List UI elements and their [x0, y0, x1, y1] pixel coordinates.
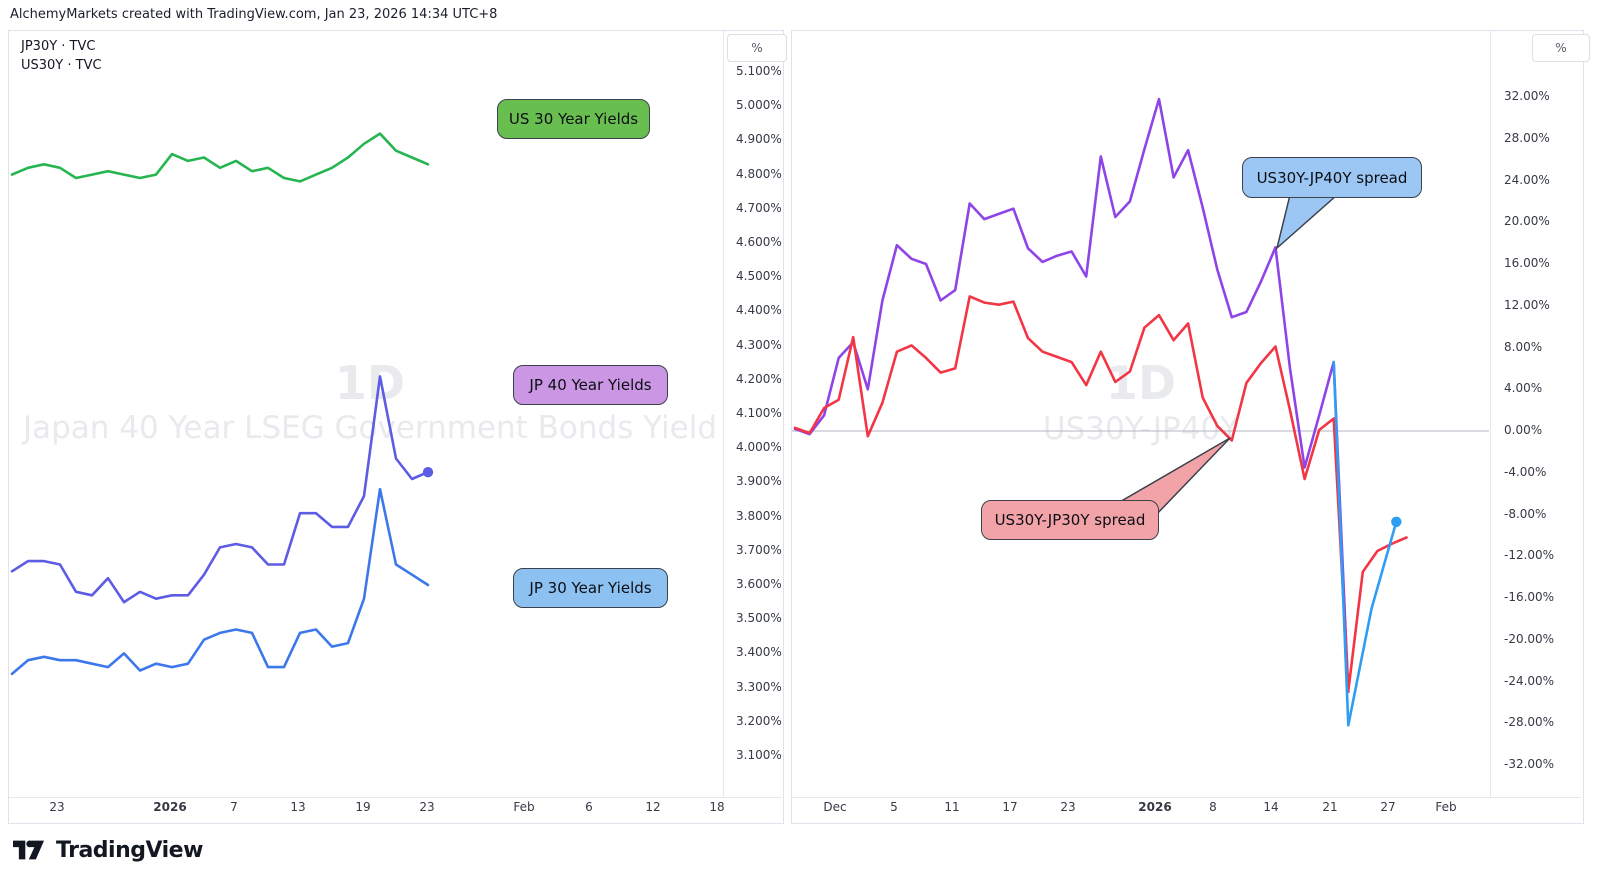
right-x-tick-label: Feb — [1435, 800, 1457, 814]
left-x-tick-label: 23 — [419, 800, 435, 814]
callout-us30y-jp30y-spread[interactable]: US30Y-JP30Y spread — [981, 500, 1159, 540]
left-y-tick-label: 3.700% — [736, 542, 782, 557]
right-x-tick-label: 21 — [1322, 800, 1338, 814]
left-y-tick-label: 3.900% — [736, 474, 782, 489]
left-xaxis-separator — [9, 797, 782, 798]
right-x-tick-label: 17 — [1002, 800, 1018, 814]
right-axis-separator — [1490, 31, 1491, 797]
badge-jp-40-year-yields[interactable]: JP 40 Year Yields — [513, 365, 668, 405]
callout-us30y-jp40y-spread[interactable]: US30Y-JP40Y spread — [1242, 157, 1422, 198]
right-x-tick-label: 11 — [944, 800, 960, 814]
right-x-tick-label: 5 — [890, 800, 898, 814]
left-y-tick-label: 3.300% — [736, 679, 782, 694]
right-y-tick-label: -28.00% — [1504, 715, 1555, 730]
left-y-tick-label: 3.100% — [736, 748, 782, 762]
left-y-tick-label: 5.000% — [736, 98, 782, 113]
badge-us-30-year-yields[interactable]: US 30 Year Yields — [497, 99, 650, 139]
left-y-tick-label: 3.500% — [736, 611, 782, 626]
left-x-tick-label: 19 — [355, 800, 371, 814]
right-y-tick-label: -8.00% — [1504, 506, 1547, 521]
badge-jp-30-year-yields[interactable]: JP 30 Year Yields — [513, 568, 668, 608]
left-chart-panel[interactable] — [8, 30, 784, 824]
right-chart-panel[interactable] — [791, 30, 1584, 824]
left-axis-separator — [723, 31, 724, 797]
left-y-tick-label: 4.000% — [736, 440, 782, 455]
left-y-tick-label: 3.400% — [736, 645, 782, 660]
right-x-tick-label: 14 — [1263, 800, 1279, 814]
left-x-tick-label: 23 — [49, 800, 65, 814]
left-y-tick-label: 5.100% — [736, 64, 782, 78]
right-y-tick-label: 4.00% — [1504, 381, 1543, 396]
right-xaxis-separator — [792, 797, 1581, 798]
right-x-tick-label: 23 — [1060, 800, 1076, 814]
right-y-tick-label: 24.00% — [1504, 172, 1550, 187]
right-x-tick-label: 27 — [1380, 800, 1396, 814]
right-x-tick-label: 8 — [1209, 800, 1217, 814]
left-x-tick-label: Feb — [513, 800, 535, 814]
right-y-tick-label: 32.00% — [1504, 89, 1550, 103]
right-y-tick-label: -16.00% — [1504, 590, 1555, 604]
left-y-tick-label: 3.600% — [736, 577, 782, 591]
left-y-tick-label: 4.500% — [736, 269, 782, 284]
right-y-tick-label: -20.00% — [1504, 631, 1555, 646]
right-y-tick-label: 20.00% — [1504, 214, 1550, 229]
right-y-tick-label: -24.00% — [1504, 673, 1555, 688]
tradingview-footer: TradingView — [13, 836, 203, 864]
right-y-tick-label: 28.00% — [1504, 130, 1550, 145]
right-y-tick-label: 16.00% — [1504, 256, 1550, 270]
tradingview-brand-text: TradingView — [56, 837, 203, 863]
left-x-tick-label: 12 — [645, 800, 661, 814]
left-y-tick-label: 4.300% — [736, 337, 782, 352]
right-percent-scale-button[interactable]: % — [1532, 34, 1590, 62]
right-y-tick-label: -4.00% — [1504, 464, 1547, 479]
right-y-tick-label: -32.00% — [1504, 757, 1555, 771]
left-y-tick-label: 3.800% — [736, 508, 782, 523]
right-y-tick-label: -12.00% — [1504, 548, 1555, 563]
legend-symbol-us30y[interactable]: US30Y · TVC — [21, 58, 102, 73]
left-x-tick-label: 18 — [709, 800, 725, 814]
right-y-tick-label: 0.00% — [1504, 423, 1543, 437]
left-x-tick-label: 2026 — [153, 800, 187, 814]
right-x-tick-label: Dec — [823, 800, 847, 814]
right-y-tick-label: 8.00% — [1504, 339, 1543, 354]
left-y-tick-label: 3.200% — [736, 713, 782, 728]
right-y-tick-label: 12.00% — [1504, 297, 1550, 312]
left-y-tick-label: 4.600% — [736, 235, 782, 249]
left-x-tick-label: 13 — [290, 800, 306, 814]
left-chart-legend[interactable]: JP30Y · TVC US30Y · TVC — [21, 37, 102, 75]
left-y-tick-label: 4.800% — [736, 166, 782, 181]
tradingview-logo-icon — [13, 836, 47, 864]
left-x-tick-label: 6 — [585, 800, 593, 814]
legend-symbol-jp30y[interactable]: JP30Y · TVC — [21, 39, 96, 54]
left-percent-scale-button[interactable]: % — [727, 34, 787, 62]
left-y-tick-label: 4.200% — [736, 371, 782, 386]
attribution-text: AlchemyMarkets created with TradingView.… — [10, 7, 498, 22]
left-y-tick-label: 4.900% — [736, 132, 782, 147]
left-y-tick-label: 4.100% — [736, 406, 782, 420]
right-x-tick-label: 2026 — [1138, 800, 1172, 814]
left-x-tick-label: 7 — [230, 800, 238, 814]
left-y-tick-label: 4.400% — [736, 303, 782, 318]
left-y-tick-label: 4.700% — [736, 200, 782, 215]
